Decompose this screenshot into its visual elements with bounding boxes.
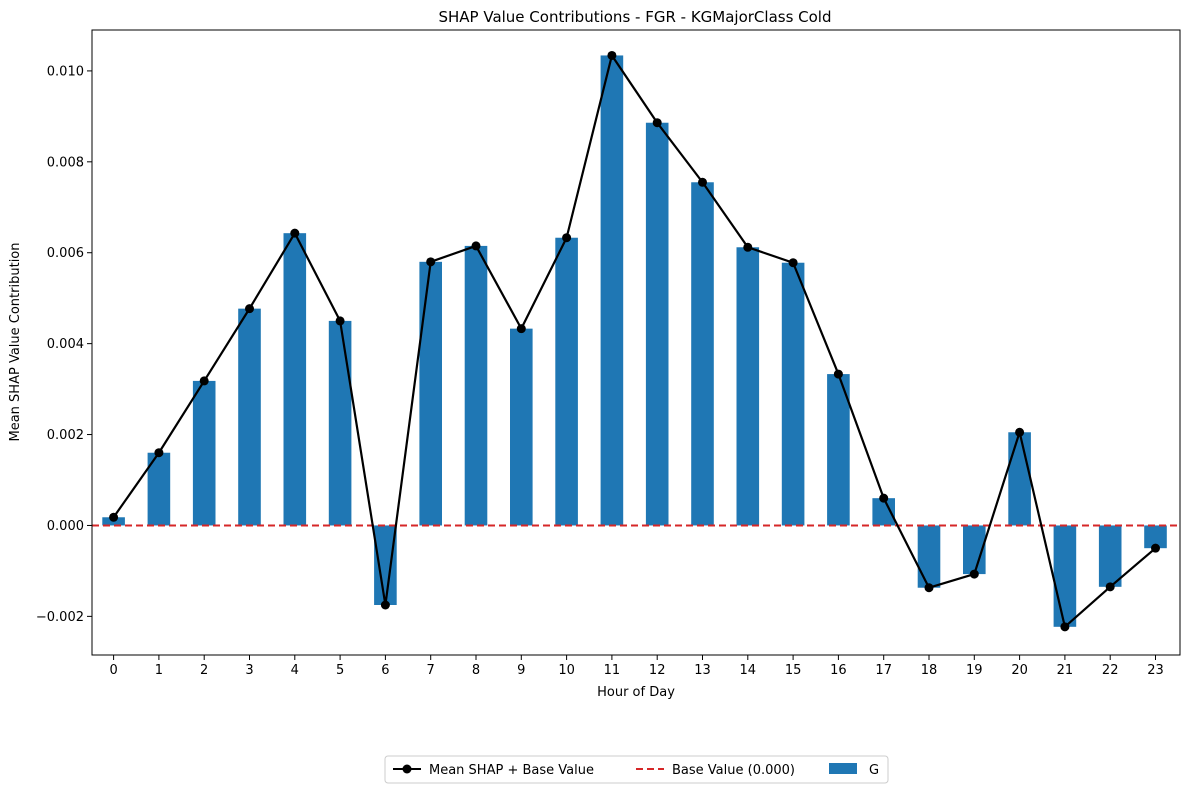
- bar-hour-21: [1053, 525, 1077, 627]
- x-tick-label: 22: [1102, 663, 1119, 678]
- bar-hour-11: [600, 55, 624, 526]
- bar-hour-1: [147, 452, 171, 526]
- bar-hour-8: [464, 245, 488, 526]
- bar-hour-13: [691, 182, 714, 526]
- line-point-hour-8: [471, 241, 481, 251]
- x-tick-label: 14: [740, 663, 757, 678]
- bar-hour-6: [374, 525, 397, 605]
- line-point-hour-20: [1015, 427, 1025, 437]
- y-tick-label: 0.002: [47, 428, 84, 443]
- bar-hour-19: [963, 525, 986, 575]
- plot-frame: [91, 29, 1181, 656]
- x-tick-label: 13: [694, 663, 711, 678]
- y-tick-label: 0.006: [47, 246, 84, 261]
- legend: Mean SHAP + Base Value Base Value (0.000…: [384, 755, 889, 784]
- legend-label-g: G: [869, 763, 879, 778]
- line-point-hour-3: [245, 304, 254, 314]
- x-tick-label: 12: [649, 663, 666, 678]
- line-point-hour-1: [154, 448, 164, 458]
- x-tick-label: 3: [245, 663, 253, 678]
- bar-hour-17: [872, 498, 895, 526]
- x-tick-label: 11: [604, 663, 621, 678]
- bar-hour-22: [1098, 525, 1122, 587]
- x-tick-label: 18: [921, 663, 938, 678]
- mean-shap-line: [112, 54, 1157, 628]
- x-tick-label: 23: [1147, 663, 1164, 678]
- bar-hour-5: [328, 320, 352, 526]
- x-tick-label: 16: [830, 663, 847, 678]
- bar-hour-16: [827, 374, 850, 526]
- legend-label-base-value: Base Value (0.000): [672, 763, 795, 778]
- x-tick-label: 10: [558, 663, 575, 678]
- line-point-hour-21: [1060, 622, 1070, 632]
- line-point-hour-10: [562, 233, 572, 243]
- legend-bar-swatch: [829, 763, 857, 774]
- legend-line-marker: [402, 764, 412, 774]
- y-tick-label: 0.010: [47, 64, 84, 79]
- x-axis: 0 1 2 3 4 5 6 7 8 9 10 11 12 13 14 15 16 17 18 19 20 21 22 23: [109, 655, 1164, 678]
- line-point-hour-17: [879, 493, 889, 503]
- bar-hour-4: [283, 233, 307, 526]
- x-tick-label: 0: [109, 663, 117, 678]
- line-point-hour-16: [833, 369, 843, 379]
- line-point-hour-19: [969, 569, 979, 579]
- bar-hour-2: [192, 380, 216, 526]
- x-tick-label: 20: [1011, 663, 1028, 678]
- y-tick-label: 0.004: [47, 337, 84, 352]
- y-axis-label: Mean SHAP Value Contribution: [8, 243, 23, 442]
- x-tick-label: 15: [785, 663, 802, 678]
- line-point-hour-4: [290, 228, 300, 238]
- y-tick-label: −0.002: [36, 610, 84, 625]
- line-point-hour-11: [607, 50, 617, 60]
- x-tick-label: 1: [155, 663, 163, 678]
- line-point-hour-14: [743, 242, 753, 252]
- bar-hour-12: [645, 122, 669, 526]
- x-tick-label: 5: [336, 663, 344, 678]
- bar-hour-9: [510, 328, 533, 526]
- y-tick-label: 0.000: [47, 519, 84, 534]
- line-point-hour-12: [652, 118, 662, 128]
- bar-hour-15: [781, 262, 805, 526]
- chart-title: SHAP Value Contributions - FGR - KGMajor…: [438, 8, 831, 26]
- y-axis: −0.002 0.000 0.002 0.004 0.006 0.008 0.010: [36, 64, 92, 625]
- line-point-hour-15: [788, 258, 798, 268]
- x-tick-label: 6: [381, 663, 389, 678]
- bar-hour-10: [555, 237, 578, 526]
- line-point-hour-7: [426, 257, 436, 267]
- y-tick-label: 0.008: [47, 155, 84, 170]
- bar-series: [102, 55, 1167, 627]
- line-point-hour-13: [698, 177, 707, 187]
- line-point-hour-23: [1151, 543, 1160, 553]
- line-point-hour-0: [109, 512, 119, 522]
- line-point-hour-2: [199, 376, 209, 386]
- x-tick-label: 8: [472, 663, 480, 678]
- x-tick-label: 9: [517, 663, 525, 678]
- bar-hour-20: [1008, 432, 1031, 526]
- line-point-hour-18: [924, 583, 934, 593]
- x-tick-label: 2: [200, 663, 208, 678]
- x-axis-label: Hour of Day: [597, 685, 675, 700]
- line-point-hour-22: [1105, 582, 1115, 592]
- mean-shap-line-series: [109, 50, 1160, 632]
- x-tick-label: 17: [875, 663, 892, 678]
- x-tick-label: 19: [966, 663, 983, 678]
- legend-label-mean-shap: Mean SHAP + Base Value: [429, 763, 594, 778]
- line-point-hour-9: [516, 324, 526, 334]
- bar-hour-3: [238, 308, 261, 526]
- x-tick-label: 21: [1057, 663, 1074, 678]
- bar-hour-23: [1144, 525, 1167, 549]
- x-tick-label: 7: [427, 663, 435, 678]
- line-point-hour-6: [380, 600, 390, 610]
- bar-hour-7: [419, 261, 442, 526]
- bar-hour-14: [736, 247, 760, 526]
- x-tick-label: 4: [291, 663, 299, 678]
- bar-hour-18: [917, 525, 941, 588]
- line-point-hour-5: [335, 316, 345, 326]
